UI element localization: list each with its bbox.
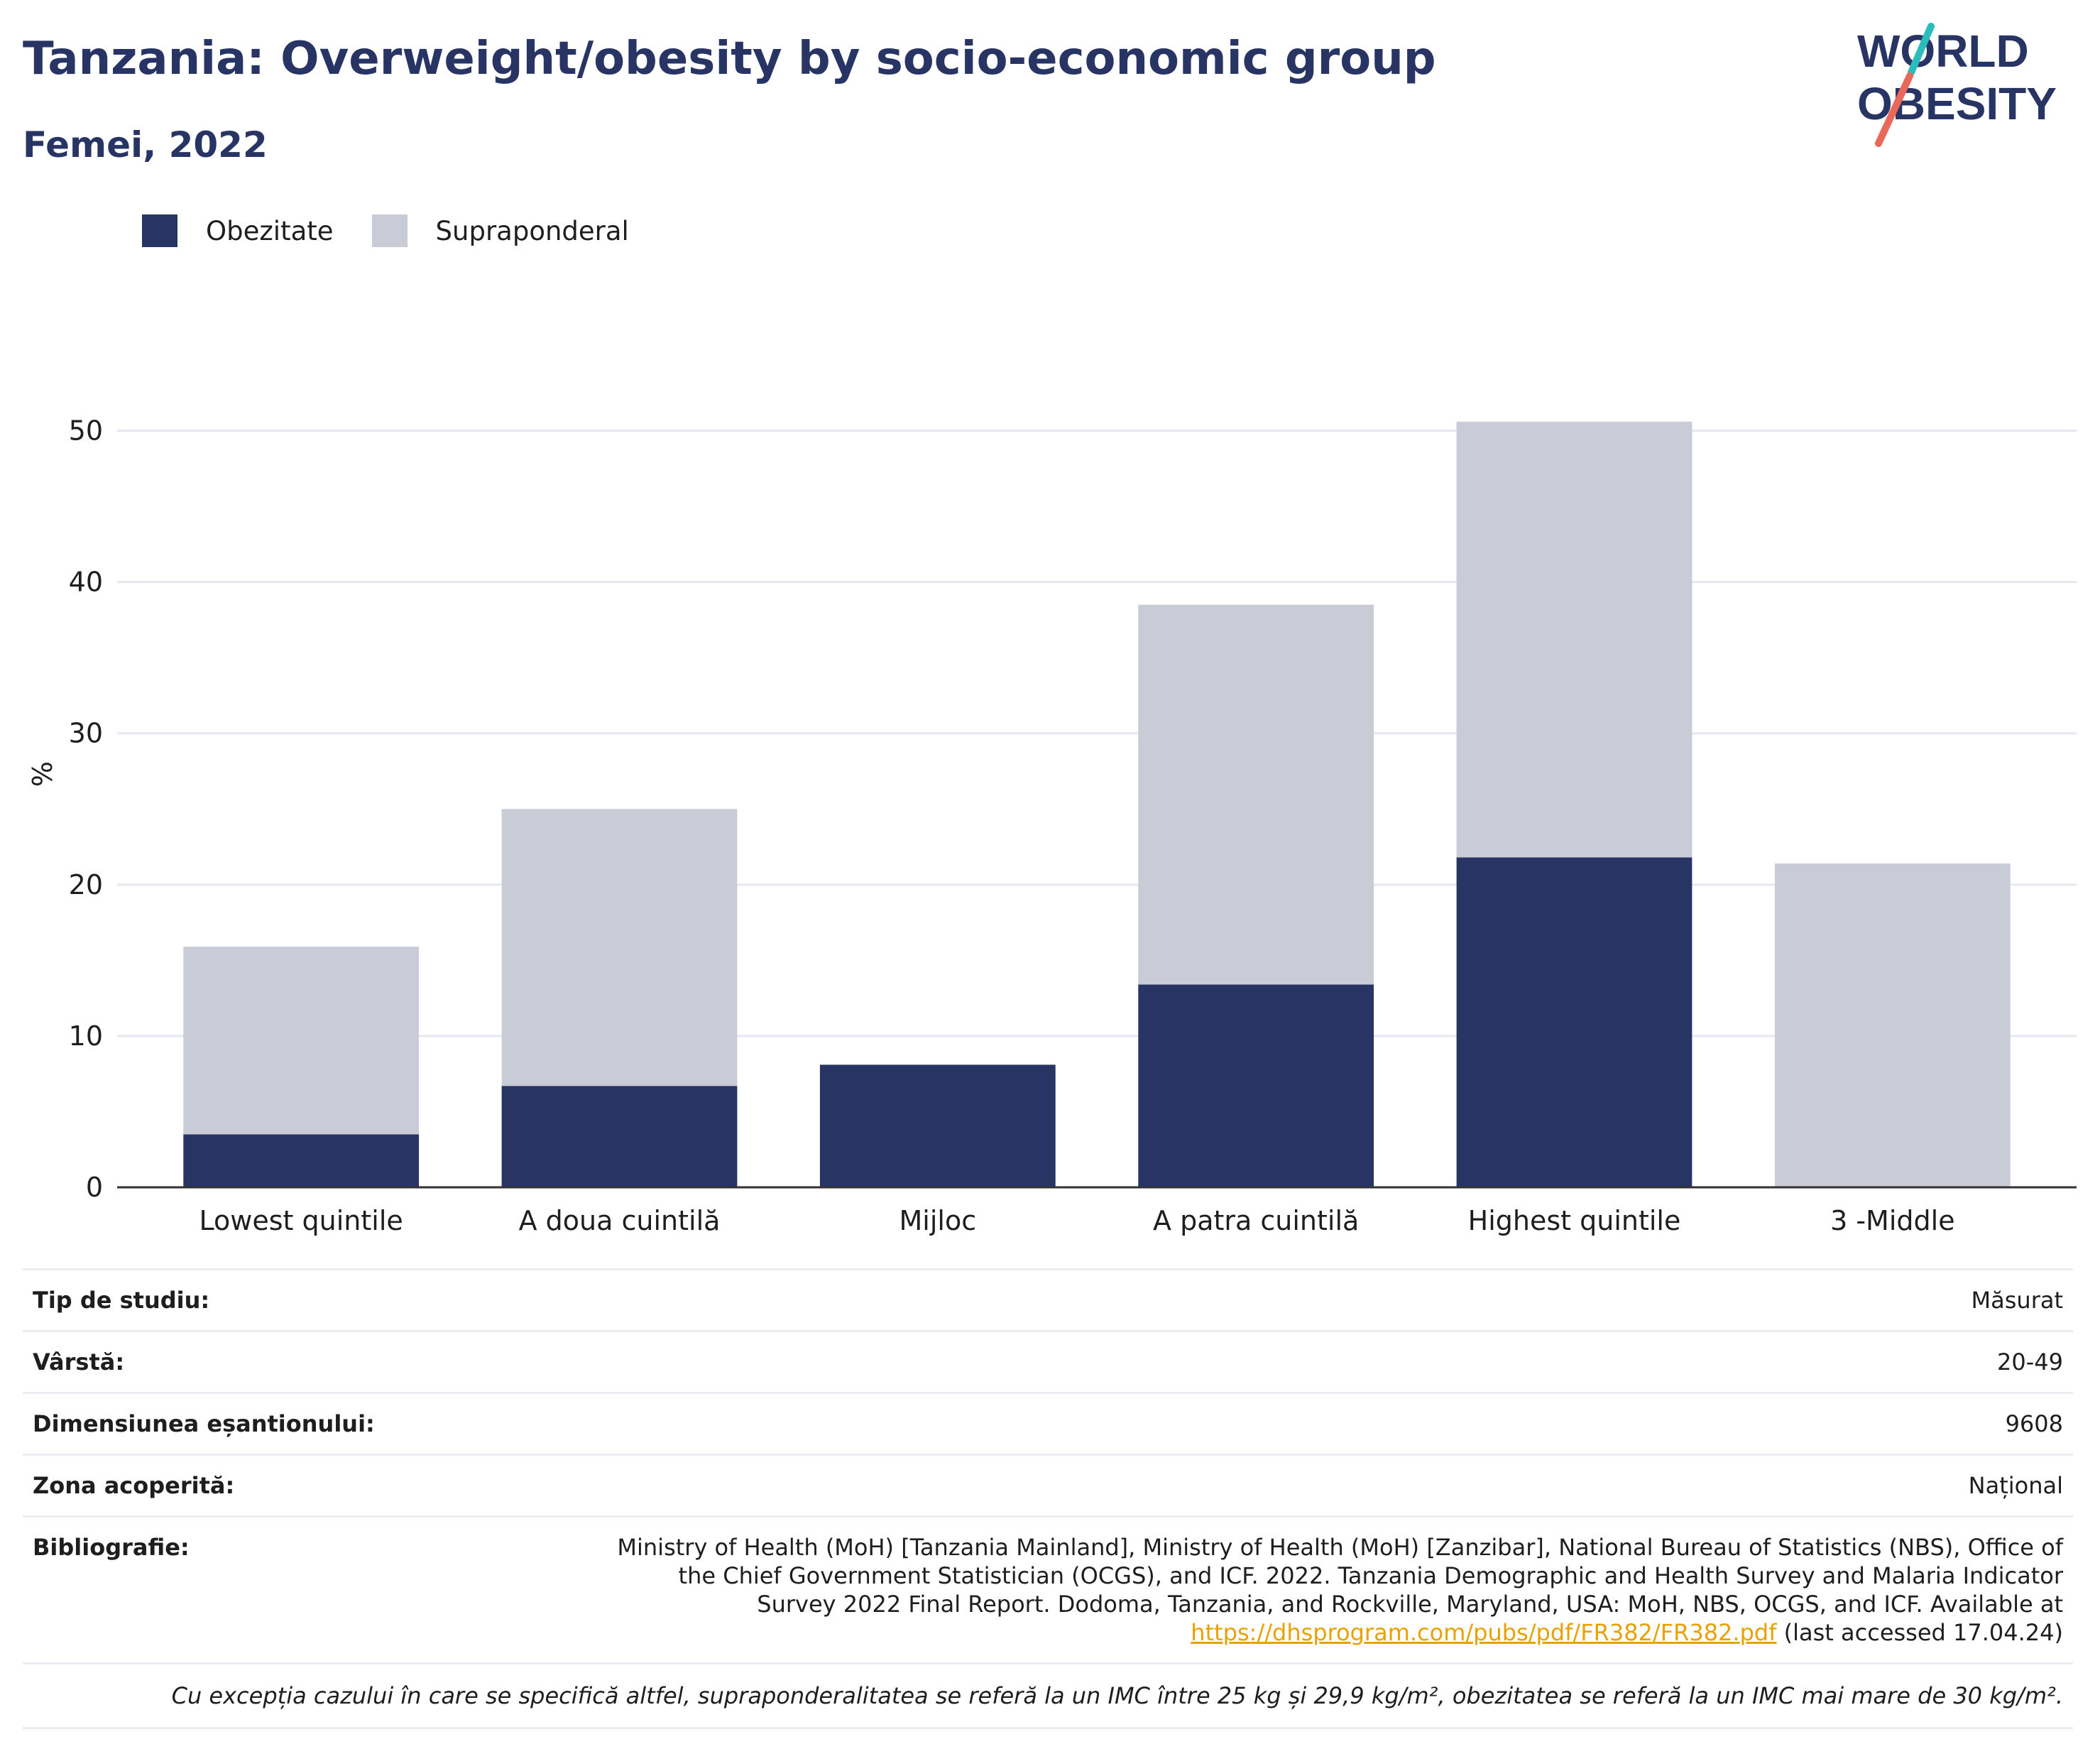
bibliography-label: Bibliografie:: [33, 1534, 190, 1561]
bar-obesity: [819, 1064, 1056, 1187]
world-obesity-logo: WORLD OBESITY: [1857, 23, 2057, 147]
y-tick-label: 50: [69, 415, 103, 447]
coverage-value: Național: [1968, 1472, 2063, 1499]
y-tick-label: 0: [86, 1172, 103, 1203]
logo-slash-bottom: [1875, 72, 1913, 147]
bar-overweight: [183, 947, 420, 1135]
y-tick-label: 40: [69, 567, 103, 598]
logo-line-1: WORLD: [1857, 26, 2029, 77]
x-tick-label: A doua cuintilă: [519, 1205, 721, 1236]
bar-obesity: [183, 1134, 420, 1187]
bar-obesity: [501, 1086, 738, 1187]
bibliography-text: Ministry of Health (MoH) [Tanzania Mainl…: [617, 1534, 2063, 1618]
logo-slash-top: [1908, 23, 1935, 76]
bar-overweight: [501, 809, 738, 1086]
bar-obesity: [1138, 984, 1374, 1187]
x-tick-label: Lowest quintile: [199, 1205, 403, 1236]
x-tick-label: Mijloc: [899, 1205, 977, 1236]
sample-size-value: 9608: [2005, 1410, 2063, 1437]
legend-swatch-overweight: [371, 214, 408, 247]
info-row-coverage: Zona acoperită: Național: [23, 1456, 2073, 1518]
study-type-value: Măsurat: [1971, 1287, 2063, 1314]
bibliography-suffix: (last accessed 17.04.24): [1783, 1619, 2063, 1646]
sample-size-label: Dimensiunea eșantionului:: [33, 1410, 375, 1437]
definition-note: Cu excepția cazului în care se specifică…: [23, 1664, 2073, 1729]
bar-overweight: [1138, 604, 1374, 985]
legend-swatch-obesity: [142, 214, 177, 247]
bar-chart: 0 10 20 30 40 50 Lowest quintile A doua cuintil…: [69, 415, 2077, 1236]
info-table: Tip de studiu: Măsurat Vârstă: 20-49 Dim…: [23, 1268, 2073, 1729]
age-label: Vârstă:: [33, 1348, 125, 1375]
legend-item-overweight[interactable]: Supraponderal: [371, 214, 629, 247]
y-tick-label: 30: [69, 718, 103, 749]
study-type-label: Tip de studiu:: [33, 1287, 210, 1314]
page-title: Tanzania: Overweight/obesity by socio-ec…: [23, 33, 1436, 85]
legend-item-obesity[interactable]: Obezitate: [142, 214, 334, 247]
x-tick-label: Highest quintile: [1468, 1205, 1681, 1236]
bibliography-link[interactable]: https://dhsprogram.com/pubs/pdf/FR382/FR…: [1191, 1619, 1777, 1646]
info-row-sample-size: Dimensiunea eșantionului: 9608: [23, 1394, 2073, 1456]
page-subtitle: Femei, 2022: [23, 124, 268, 165]
x-tick-label: A patra cuintilă: [1153, 1205, 1359, 1236]
chart-legend: Obezitate Supraponderal: [142, 212, 667, 250]
bar-overweight: [1774, 863, 2011, 1187]
x-tick-label: 3 -Middle: [1830, 1205, 1955, 1236]
y-tick-label: 20: [69, 869, 103, 900]
age-value: 20-49: [1997, 1348, 2063, 1375]
info-row-study-type: Tip de studiu: Măsurat: [23, 1270, 2073, 1332]
bar-overweight: [1456, 421, 1692, 858]
info-row-age: Vârstă: 20-49: [23, 1332, 2073, 1394]
bar-obesity: [1456, 857, 1692, 1187]
bibliography-value: Ministry of Health (MoH) [Tanzania Mainl…: [601, 1533, 2063, 1647]
legend-label-overweight: Supraponderal: [435, 215, 629, 246]
info-row-bibliography: Bibliografie: Ministry of Health (MoH) […: [23, 1518, 2073, 1664]
coverage-label: Zona acoperită:: [33, 1472, 235, 1499]
y-tick-label: 10: [69, 1020, 103, 1052]
legend-label-obesity: Obezitate: [206, 215, 334, 246]
